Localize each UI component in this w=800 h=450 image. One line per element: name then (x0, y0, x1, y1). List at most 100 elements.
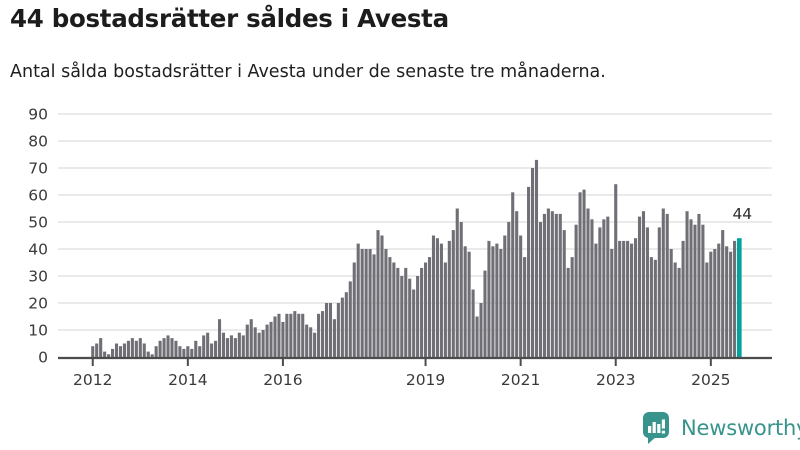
bar (689, 219, 693, 357)
bar (622, 240, 626, 357)
bar (451, 230, 455, 357)
bar (721, 230, 725, 357)
bar (582, 189, 586, 357)
bar (103, 351, 107, 357)
bar (281, 321, 285, 357)
bar (111, 348, 115, 357)
bar (610, 249, 614, 357)
bar (471, 289, 475, 357)
bar (546, 208, 550, 357)
x-tick-label: 2023 (596, 371, 635, 389)
bar (495, 243, 499, 357)
bar (388, 257, 392, 357)
bar (313, 332, 317, 357)
bar (166, 335, 170, 357)
bar (328, 303, 333, 357)
bar (677, 267, 681, 357)
bar (717, 243, 721, 357)
bar (356, 243, 360, 357)
bar (602, 219, 606, 357)
bar (491, 246, 495, 357)
bar (408, 278, 412, 357)
bar (435, 238, 439, 357)
bar (729, 251, 733, 357)
bar (459, 222, 463, 357)
bar (455, 208, 459, 357)
bar (637, 216, 642, 357)
bar (542, 213, 546, 357)
bar (107, 354, 111, 357)
bar (190, 348, 194, 357)
x-tick-label: 2021 (501, 371, 540, 389)
y-tick-label: 80 (28, 133, 48, 151)
bar (574, 224, 578, 357)
bar (483, 270, 487, 357)
x-tick-label: 2025 (691, 371, 730, 389)
bar (368, 249, 372, 357)
bar (538, 222, 543, 357)
bar (265, 324, 269, 357)
bar (245, 324, 249, 357)
bar (693, 224, 697, 357)
x-tick-label: 2012 (73, 371, 112, 389)
newsworthy-logo: Newsworthy (642, 411, 800, 445)
y-tick-label: 70 (28, 160, 48, 178)
bar (594, 243, 598, 357)
bar (645, 227, 649, 357)
bar (653, 259, 657, 357)
bar (162, 338, 166, 357)
bar (301, 313, 305, 357)
bar (614, 184, 618, 357)
bar (550, 211, 554, 357)
bar (527, 186, 531, 357)
bar (95, 343, 99, 357)
bar (590, 219, 594, 357)
bar (352, 262, 356, 357)
bar (186, 346, 190, 357)
bar (182, 348, 186, 357)
bar (158, 340, 162, 357)
bar (633, 238, 638, 357)
newsworthy-wordmark: Newsworthy (681, 416, 800, 440)
chart-subtitle: Antal sålda bostadsrätter i Avesta under… (10, 62, 606, 82)
bar (122, 343, 126, 357)
bar (725, 246, 729, 357)
bar (317, 313, 321, 357)
bar (447, 240, 451, 357)
bar (713, 249, 717, 357)
x-tick-label: 2016 (263, 371, 302, 389)
bar (99, 338, 103, 357)
bar (705, 262, 709, 357)
bar (558, 213, 562, 357)
bar (225, 338, 230, 357)
bar (566, 267, 570, 357)
bar (396, 267, 400, 357)
bar (305, 324, 309, 357)
bar (221, 332, 226, 357)
bar (511, 192, 515, 357)
bar (261, 330, 265, 357)
bar (297, 313, 301, 357)
newsworthy-icon (643, 412, 669, 444)
bar (673, 262, 677, 357)
bar (214, 340, 218, 357)
bar (467, 251, 471, 357)
bar (130, 338, 134, 357)
bar (534, 159, 539, 357)
bar (424, 262, 428, 357)
bar (273, 316, 277, 357)
bar (134, 340, 138, 357)
bar (431, 235, 436, 357)
bar (479, 303, 483, 357)
bar (233, 338, 237, 357)
bar (427, 257, 432, 357)
bar (685, 211, 689, 357)
bar (198, 346, 202, 357)
bar (630, 243, 634, 357)
bar (257, 332, 261, 357)
bar (649, 257, 653, 357)
bar (475, 316, 479, 357)
bar (578, 192, 582, 357)
bar (697, 213, 701, 357)
